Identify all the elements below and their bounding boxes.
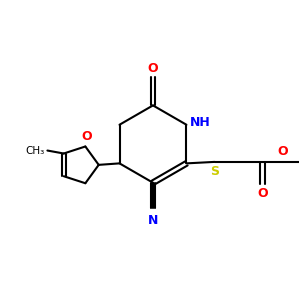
Text: O: O xyxy=(278,145,288,158)
Text: S: S xyxy=(210,166,219,178)
Text: O: O xyxy=(82,130,92,143)
Text: N: N xyxy=(148,214,158,227)
Text: NH: NH xyxy=(190,116,211,129)
Text: O: O xyxy=(148,62,158,75)
Text: O: O xyxy=(258,187,268,200)
Text: CH₃: CH₃ xyxy=(26,146,45,155)
